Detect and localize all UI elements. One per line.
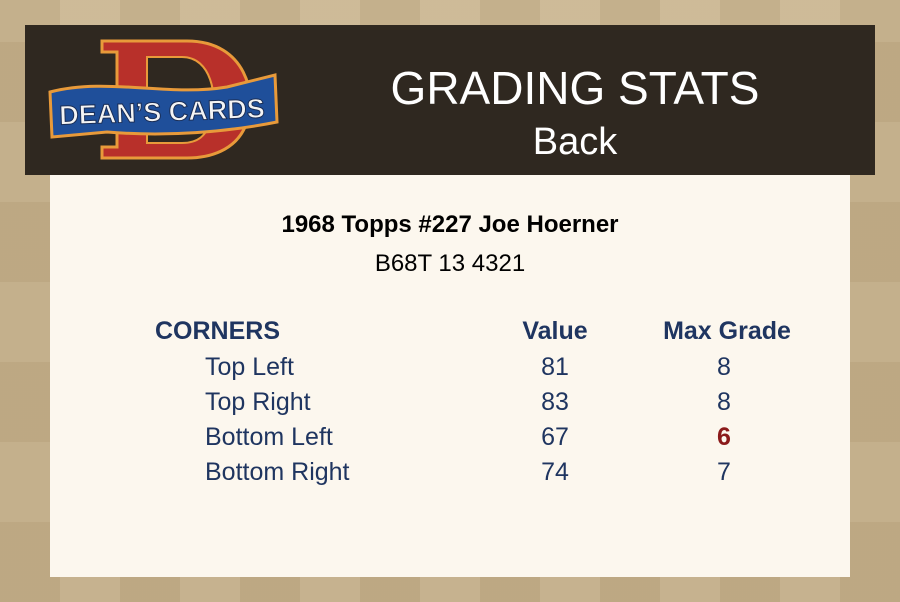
row-max-grade: 7: [717, 458, 731, 486]
row-value: 83: [541, 388, 569, 416]
row-label: Top Right: [205, 388, 311, 416]
header-max-grade: Max Grade: [663, 317, 791, 345]
card-name: 1968 Topps #227 Joe Hoerner: [281, 211, 619, 238]
page-subtitle: Back: [532, 121, 618, 163]
row-max-grade-highlight: 6: [717, 423, 731, 451]
row-label: Bottom Left: [205, 423, 333, 451]
row-max-grade: 8: [717, 388, 731, 416]
header-banner: DEAN’S CARDS GRADING STATS Back: [25, 25, 875, 175]
row-label: Top Left: [205, 353, 294, 381]
row-value: 81: [541, 353, 569, 381]
card-code: B68T 13 4321: [374, 250, 526, 277]
svg-text:DEAN’S CARDS: DEAN’S CARDS: [59, 93, 265, 130]
row-max-grade: 8: [717, 353, 731, 381]
page-title: GRADING STATS: [390, 62, 760, 114]
header-corners: CORNERS: [155, 317, 281, 345]
row-value: 67: [541, 423, 569, 451]
row-value: 74: [541, 458, 569, 486]
header-value: Value: [522, 317, 588, 345]
stats-panel: 1968 Topps #227 Joe Hoerner B68T 13 4321…: [50, 175, 850, 577]
deans-cards-logo: DEAN’S CARDS: [48, 39, 279, 160]
row-label: Bottom Right: [205, 458, 350, 486]
